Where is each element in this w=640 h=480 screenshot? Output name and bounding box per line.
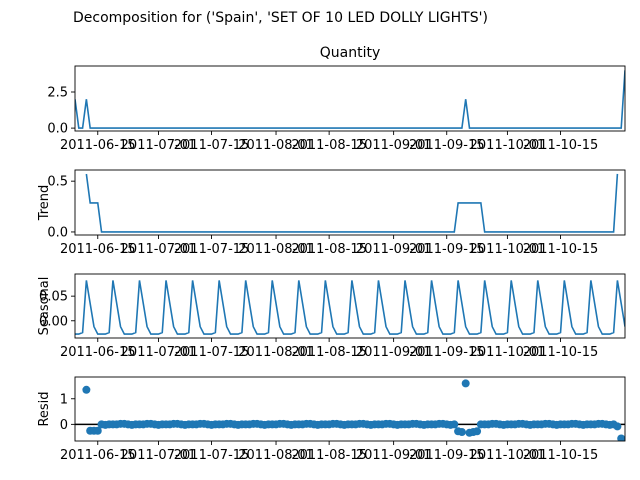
x-tick-label: 2011-06-15: [60, 448, 136, 463]
x-tick-label: 2011-09-15: [409, 448, 485, 463]
axes-frame: [74, 273, 626, 339]
panel-4: 012011-06-152011-07-012011-07-152011-08-…: [37, 376, 626, 463]
x-tick-label: 2011-07-15: [174, 242, 250, 257]
y-axis-label: Seasonal: [37, 277, 52, 336]
x-tick-label: 2011-09-01: [356, 242, 432, 257]
x-tick-label: 2011-08-15: [291, 138, 367, 153]
panel-3: 0.000.052011-06-152011-07-012011-07-1520…: [37, 273, 626, 360]
y-axis-label: Trend: [37, 185, 52, 222]
panel-title: Quantity: [320, 45, 381, 61]
x-tick-label: 2011-07-01: [121, 345, 197, 360]
panel-1: 0.02.52011-06-152011-07-012011-07-152011…: [47, 65, 626, 153]
x-tick-label: 2011-08-01: [238, 242, 314, 257]
axes-frame: [74, 65, 626, 132]
resid-point: [457, 428, 466, 437]
figure-suptitle: Decomposition for ('Spain', 'SET OF 10 L…: [73, 10, 488, 26]
resid-point: [450, 420, 459, 429]
x-tick-label: 2011-08-01: [238, 345, 314, 360]
y-tick-label: 1: [60, 392, 68, 407]
x-tick-label: 2011-06-15: [60, 242, 136, 257]
x-tick-label: 2011-10-15: [523, 448, 599, 463]
x-tick-label: 2011-07-01: [121, 448, 197, 463]
x-tick-label: 2011-10-15: [523, 242, 599, 257]
x-tick-label: 2011-09-01: [356, 448, 432, 463]
x-tick-label: 2011-07-15: [174, 138, 250, 153]
x-tick-label: 2011-09-15: [409, 138, 485, 153]
seasonal-series-line: [75, 280, 625, 335]
resid-point: [613, 422, 622, 431]
x-tick-label: 2011-09-15: [409, 345, 485, 360]
x-tick-label: 2011-09-15: [409, 242, 485, 257]
quantity-series-line: [75, 70, 625, 129]
x-tick-label: 2011-07-15: [174, 345, 250, 360]
x-tick-label: 2011-06-15: [60, 138, 136, 153]
x-tick-label: 2011-08-15: [291, 448, 367, 463]
y-tick-label: 0: [60, 418, 68, 433]
resid-point: [617, 434, 625, 441]
y-tick-label: 0.0: [47, 122, 68, 137]
axes-frame: [74, 169, 626, 236]
resid-point: [473, 427, 482, 436]
resid-point: [461, 379, 470, 388]
x-tick-label: 2011-10-01: [470, 448, 546, 463]
axes-frame: [74, 376, 626, 442]
x-tick-label: 2011-08-15: [291, 242, 367, 257]
x-tick-label: 2011-10-15: [523, 138, 599, 153]
y-tick-label: 2.5: [47, 86, 68, 101]
x-tick-label: 2011-08-01: [238, 138, 314, 153]
x-tick-label: 2011-10-01: [470, 242, 546, 257]
x-tick-label: 2011-08-15: [291, 345, 367, 360]
x-tick-label: 2011-09-01: [356, 345, 432, 360]
x-tick-label: 2011-10-01: [470, 345, 546, 360]
y-tick-label: 0.00: [39, 314, 68, 329]
x-tick-label: 2011-07-01: [121, 138, 197, 153]
x-tick-label: 2011-10-01: [470, 138, 546, 153]
x-tick-label: 2011-06-15: [60, 345, 136, 360]
x-tick-label: 2011-10-15: [523, 345, 599, 360]
x-tick-label: 2011-07-01: [121, 242, 197, 257]
y-tick-label: 0.0: [47, 225, 68, 240]
y-axis-label: Resid: [37, 391, 52, 426]
resid-point: [82, 385, 91, 394]
panel-2: 0.00.52011-06-152011-07-012011-07-152011…: [37, 169, 626, 257]
y-tick-label: 0.5: [47, 175, 68, 190]
trend-series-line: [85, 173, 619, 233]
x-tick-label: 2011-09-01: [356, 138, 432, 153]
y-tick-label: 0.05: [39, 290, 68, 305]
resid-point: [93, 426, 102, 435]
x-tick-label: 2011-08-01: [238, 448, 314, 463]
x-tick-label: 2011-07-15: [174, 448, 250, 463]
